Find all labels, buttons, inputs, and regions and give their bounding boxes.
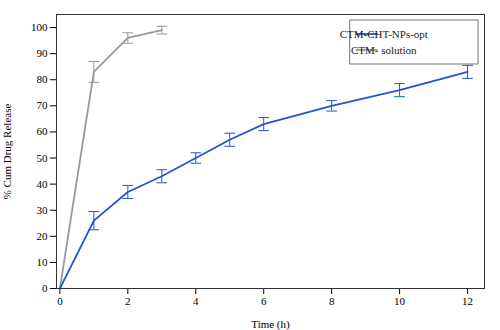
svg-text:4: 4 xyxy=(193,295,199,307)
svg-text:0: 0 xyxy=(57,295,63,307)
svg-text:30: 30 xyxy=(37,204,49,216)
svg-text:8: 8 xyxy=(329,295,335,307)
svg-text:CTM- solution: CTM- solution xyxy=(351,44,417,56)
svg-text:0: 0 xyxy=(42,282,48,294)
svg-text:Time (h): Time (h) xyxy=(251,318,290,330)
svg-text:90: 90 xyxy=(37,47,49,59)
svg-text:CTM-CHT-NPs-opt: CTM-CHT-NPs-opt xyxy=(340,28,428,40)
svg-text:% Cum Drug Release: % Cum Drug Release xyxy=(1,104,13,200)
svg-text:50: 50 xyxy=(37,152,49,164)
svg-text:12: 12 xyxy=(462,295,473,307)
svg-text:10: 10 xyxy=(37,256,49,268)
svg-text:40: 40 xyxy=(37,178,49,190)
svg-text:80: 80 xyxy=(37,73,49,85)
svg-text:20: 20 xyxy=(37,230,49,242)
svg-text:6: 6 xyxy=(261,295,267,307)
svg-text:100: 100 xyxy=(31,21,48,33)
svg-text:2: 2 xyxy=(125,295,131,307)
svg-text:60: 60 xyxy=(37,125,49,137)
svg-text:10: 10 xyxy=(394,295,406,307)
svg-text:70: 70 xyxy=(37,99,49,111)
